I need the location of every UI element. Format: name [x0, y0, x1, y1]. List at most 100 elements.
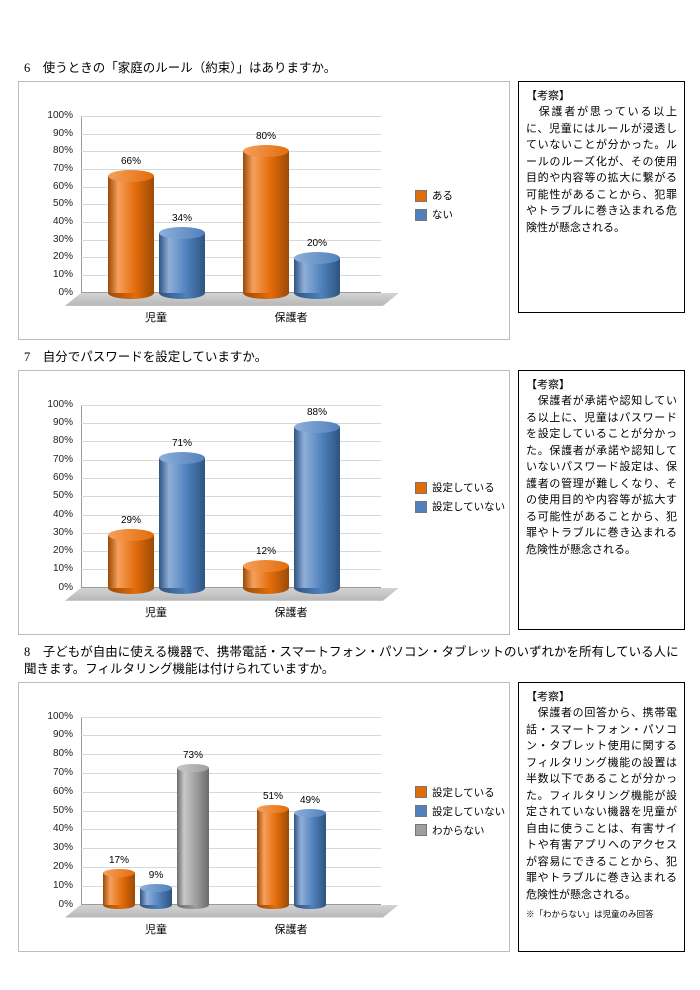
gridline — [81, 829, 381, 831]
bar-bottom — [257, 900, 289, 909]
bar-設定していない — [140, 887, 172, 905]
bar-top — [159, 226, 205, 239]
legend-label: わからない — [432, 824, 485, 837]
legend-label: 設定している — [432, 482, 495, 495]
bar-value-label: 49% — [299, 794, 320, 806]
gridline — [81, 716, 381, 718]
gridline — [81, 551, 381, 553]
bar-bottom — [103, 900, 135, 909]
bar-設定していない — [159, 457, 205, 588]
legend-swatch-icon — [415, 500, 427, 513]
gridline — [81, 257, 381, 259]
legend-item: 設定している — [415, 480, 509, 495]
legend-swatch-icon — [415, 189, 427, 202]
y-axis-label: 30% — [52, 842, 73, 854]
y-axis-label: 80% — [52, 435, 73, 447]
gridline — [81, 885, 381, 887]
gridline — [81, 772, 381, 774]
y-axis-label: 0% — [58, 581, 73, 593]
bar-設定している — [108, 534, 154, 588]
legend: 設定している 設定していない — [415, 476, 509, 518]
gridline — [81, 404, 381, 406]
bar-value-label: 17% — [108, 854, 129, 866]
bar-value-label: 88% — [306, 406, 327, 418]
legend: 設定している 設定していない わからない — [415, 781, 509, 842]
comment-title: 【考察】 — [526, 89, 570, 102]
row-q6: 0% 10% 20% 30% 40% 50% 60% 70% 80% 90% 100% 66% 34% 児… — [18, 80, 700, 340]
row-q7: 0% 10% 20% 30% 40% 50% 60% 70% 80% 90% 100% 29% 71% 児… — [18, 369, 700, 635]
comment-text: 保護者が思っている以上に、児童にはルールが浸透していないことが分かった。ルールの… — [526, 106, 677, 234]
legend-label: 設定していない — [432, 501, 506, 514]
gridline — [81, 569, 381, 571]
comment-text: 保護者が承諾や認知している以上に、児童はパスワードを設定していることが分かった。… — [526, 395, 677, 556]
bar-bottom — [140, 900, 172, 909]
comment-box-q6: 【考察】 保護者が思っている以上に、児童にはルールが浸透していないことが分かった… — [518, 80, 685, 313]
legend-swatch-icon — [415, 824, 427, 836]
bar-設定していない — [294, 426, 340, 588]
y-axis-label: 50% — [52, 490, 73, 502]
category-label: 児童 — [145, 311, 167, 324]
bar-設定している — [257, 808, 289, 905]
gridline — [81, 735, 381, 737]
y-axis-label: 20% — [52, 545, 73, 557]
legend-item: 設定していない — [415, 499, 509, 514]
bar-bottom — [177, 900, 209, 909]
chart-q6: 0% 10% 20% 30% 40% 50% 60% 70% 80% 90% 100% 66% 34% 児… — [18, 80, 510, 340]
question-q6: 6 使うときの「家庭のルール（約束）」はありますか。 — [24, 61, 337, 75]
gridline — [81, 168, 381, 170]
bar-value-label: 9% — [148, 869, 164, 881]
gridline — [81, 514, 381, 516]
gridline — [81, 441, 381, 443]
y-axis-label: 100% — [47, 109, 73, 121]
comment-title: 【考察】 — [526, 378, 570, 391]
bar-value-label: 20% — [306, 237, 327, 249]
y-axis-label: 50% — [52, 804, 73, 816]
bar-設定していない — [294, 812, 326, 905]
y-axis-label: 90% — [52, 729, 73, 741]
legend-label: ある — [432, 190, 453, 203]
legend-swatch-icon — [415, 786, 427, 798]
y-axis-label: 60% — [52, 471, 73, 483]
legend-swatch-icon — [415, 805, 427, 817]
y-axis-label: 60% — [52, 785, 73, 797]
gridline — [81, 423, 381, 425]
legend-swatch-icon — [415, 481, 427, 494]
gridline — [81, 151, 381, 153]
bar-top — [177, 763, 209, 772]
bar-ある — [108, 175, 154, 293]
bar-value-label: 71% — [171, 437, 192, 449]
bar-top — [103, 868, 135, 877]
y-axis-label: 40% — [52, 216, 73, 228]
bar-top — [294, 251, 340, 264]
bar-top — [140, 883, 172, 892]
y-axis-label: 50% — [52, 198, 73, 210]
chart-q7: 0% 10% 20% 30% 40% 50% 60% 70% 80% 90% 100% 29% 71% 児… — [18, 369, 510, 635]
legend: ある ない — [415, 184, 509, 226]
legend-item: わからない — [415, 823, 509, 838]
gridline — [81, 133, 381, 135]
bar-設定している — [103, 872, 135, 905]
bar-value-label: 34% — [171, 212, 192, 224]
bar-value-label: 51% — [262, 790, 283, 802]
gridline — [81, 754, 381, 756]
bar-top — [294, 420, 340, 433]
bar-ない — [159, 232, 205, 293]
gridline — [81, 532, 381, 534]
y-axis-label: 20% — [52, 860, 73, 872]
chart-q8: 0% 10% 20% 30% 40% 50% 60% 70% 80% 90% 100% 17% 9% 73… — [18, 681, 510, 952]
bar-value-label: 29% — [120, 514, 141, 526]
bar-top — [257, 804, 289, 813]
y-axis-label: 100% — [47, 398, 73, 410]
y-axis-label: 0% — [58, 898, 73, 910]
gridline — [81, 204, 381, 206]
row-q8: 0% 10% 20% 30% 40% 50% 60% 70% 80% 90% 100% 17% 9% 73… — [18, 681, 700, 952]
gridline — [81, 115, 381, 117]
y-axis-label: 10% — [52, 563, 73, 575]
gridline — [81, 496, 381, 498]
y-axis-label: 70% — [52, 453, 73, 465]
gridline — [81, 848, 381, 850]
bar-value-label: 73% — [182, 749, 203, 761]
y-axis-label: 70% — [52, 766, 73, 778]
section-q7: 7 自分でパスワードを設定していますか。 0% 10% 20% 30% 40% 50% 60… — [18, 349, 700, 635]
